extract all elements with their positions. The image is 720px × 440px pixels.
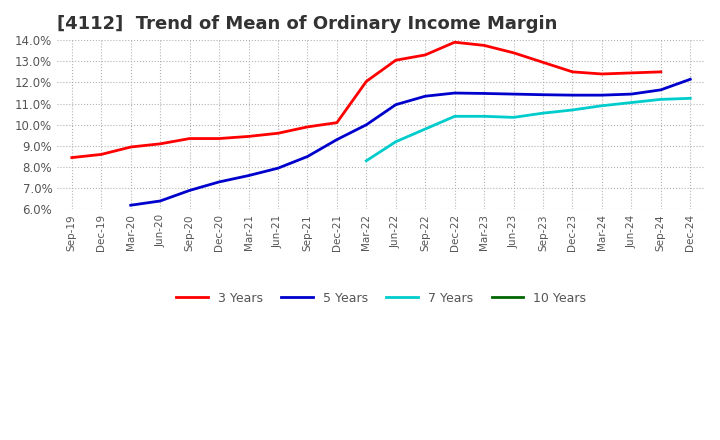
3 Years [480,43,488,48]
5 Years [568,92,577,98]
Text: [4112]  Trend of Mean of Ordinary Income Margin: [4112] Trend of Mean of Ordinary Income … [57,15,557,33]
3 Years [450,40,459,45]
3 Years [657,69,665,74]
7 Years [539,110,547,116]
7 Years [509,115,518,120]
5 Years [509,92,518,97]
3 Years [274,131,282,136]
5 Years [215,179,223,184]
5 Years [450,90,459,95]
3 Years [509,50,518,55]
Legend: 3 Years, 5 Years, 7 Years, 10 Years: 3 Years, 5 Years, 7 Years, 10 Years [171,287,591,310]
3 Years [303,124,312,129]
5 Years [274,165,282,171]
3 Years [539,60,547,65]
3 Years [156,141,164,147]
5 Years [657,87,665,92]
7 Years [450,114,459,119]
5 Years [362,122,371,128]
7 Years [686,95,695,101]
5 Years [127,202,135,208]
5 Years [627,92,636,97]
5 Years [392,102,400,107]
3 Years [392,58,400,63]
7 Years [421,126,430,132]
7 Years [568,107,577,113]
Line: 3 Years: 3 Years [72,42,661,158]
3 Years [68,155,76,160]
5 Years [156,198,164,204]
7 Years [627,100,636,105]
3 Years [185,136,194,141]
5 Years [539,92,547,97]
3 Years [127,144,135,150]
5 Years [303,154,312,159]
7 Years [392,139,400,144]
3 Years [568,69,577,74]
5 Years [480,91,488,96]
7 Years [657,97,665,102]
5 Years [686,77,695,82]
5 Years [598,92,606,98]
7 Years [480,114,488,119]
7 Years [598,103,606,108]
5 Years [185,188,194,193]
Line: 5 Years: 5 Years [131,79,690,205]
Line: 7 Years: 7 Years [366,98,690,161]
3 Years [333,120,341,125]
3 Years [421,52,430,58]
5 Years [244,173,253,178]
3 Years [598,71,606,77]
3 Years [97,152,106,157]
3 Years [362,79,371,84]
7 Years [362,158,371,163]
3 Years [244,134,253,139]
5 Years [421,94,430,99]
3 Years [627,70,636,76]
5 Years [333,137,341,142]
3 Years [215,136,223,141]
